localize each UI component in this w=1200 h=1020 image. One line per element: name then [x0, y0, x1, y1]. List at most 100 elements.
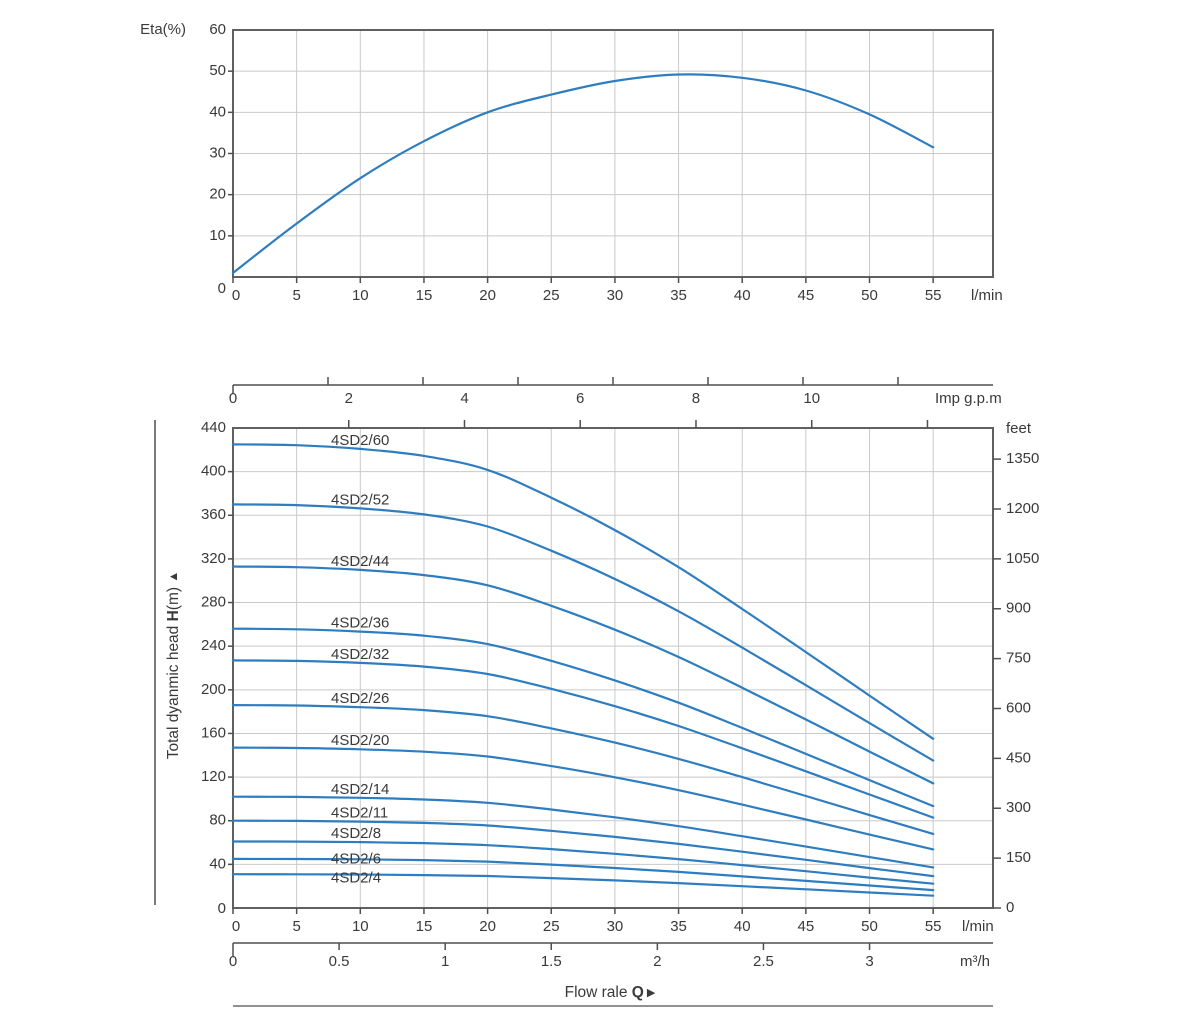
x-tick-label: 20: [479, 287, 496, 304]
m3h-tick-label: 1: [441, 953, 449, 970]
x-tick-label: 40: [734, 287, 751, 304]
lmin-tick-label: 50: [861, 918, 878, 935]
meters-tick-label: 0: [218, 900, 226, 917]
x-tick-label: 35: [670, 287, 687, 304]
eta-axis-title: Eta(%): [140, 21, 186, 38]
eta-curve: [231, 73, 935, 274]
curve-label-4SD2-6: 4SD2/6: [331, 850, 381, 867]
eta-grid: [234, 31, 992, 276]
feet-tick-label: 600: [1006, 699, 1031, 716]
y-tick-label: 20: [209, 186, 226, 203]
x-tick-label: 25: [543, 287, 560, 304]
lmin-axis-unit-label: l/min: [962, 918, 994, 935]
meters-tick-label: 80: [209, 812, 226, 829]
lmin-tick-label: 35: [670, 918, 687, 935]
feet-tick-label: 1050: [1006, 550, 1039, 567]
y-tick-label: 50: [209, 62, 226, 79]
y-tick-label: 40: [209, 103, 226, 120]
gpm-axis-unit-label: Imp g.p.m: [935, 390, 1002, 407]
head-grid: [234, 429, 992, 907]
gpm-tick-label: 2: [345, 390, 353, 407]
lmin-tick-label: 15: [416, 918, 433, 935]
head-plot-border: [232, 427, 994, 909]
feet-tick-label: 750: [1006, 650, 1031, 667]
feet-tick-label: 1350: [1006, 450, 1039, 467]
m3h-tick-label: 3: [865, 953, 873, 970]
meters-tick-label: 280: [201, 594, 226, 611]
x-tick-label: 15: [416, 287, 433, 304]
curve-4SD2-11: [231, 819, 935, 878]
lmin-tick-label: 10: [352, 918, 369, 935]
head-curves: 4SD2/60 4SD2/52 4SD2/44 4SD2/36 4SD2/32 4SD2/…: [231, 432, 935, 897]
curve-4SD2-20: [231, 746, 935, 851]
curve-4SD2-4: [231, 873, 935, 897]
m3h-axis: 0 0.5 1 1.5 2 2.5 3 m³/h: [229, 942, 993, 970]
y-tick-label: 30: [209, 144, 226, 161]
lmin-tick-label: 20: [479, 918, 496, 935]
curve-label-4SD2-52: 4SD2/52: [331, 491, 389, 508]
lmin-tick-label: 30: [607, 918, 624, 935]
meters-tick-label: 320: [201, 550, 226, 567]
flow-rate-axis-title: Flow rale Q ▶: [565, 984, 656, 1001]
x-axis-unit-label: l/min: [971, 287, 1003, 304]
gpm-tick-label: 10: [803, 390, 820, 407]
feet-axis-unit-label: feet: [1006, 420, 1032, 437]
curve-4SD2-8: [231, 840, 935, 885]
x-tick-label: 50: [861, 287, 878, 304]
y-tick-label: 0: [218, 280, 226, 297]
x-tick-label: 45: [798, 287, 815, 304]
curve-4SD2-36: [231, 627, 935, 808]
m3h-tick-label: 0: [229, 953, 237, 970]
curve-4SD2-52: [231, 503, 935, 762]
meters-tick-label: 440: [201, 419, 226, 436]
curve-4SD2-26: [231, 704, 935, 835]
lmin-tick-label: 40: [734, 918, 751, 935]
curve-4SD2-32: [231, 659, 935, 819]
feet-tick-label: 450: [1006, 749, 1031, 766]
curve-label-4SD2-14: 4SD2/14: [331, 781, 389, 798]
curve-label-4SD2-11: 4SD2/11: [331, 805, 388, 822]
curve-label-4SD2-4: 4SD2/4: [331, 869, 381, 886]
lmin-tick-label: 0: [232, 918, 240, 935]
curve-label-4SD2-26: 4SD2/26: [331, 690, 389, 707]
x-tick-label: 5: [292, 287, 300, 304]
feet-axis: 0 150 300 450 600 750 900 1050 1200 1350 feet: [993, 420, 1039, 916]
curve-4SD2-6: [231, 857, 935, 892]
curve-4SD2-44: [231, 565, 935, 785]
lmin-tick-label: 25: [543, 918, 560, 935]
meters-tick-label: 120: [201, 768, 226, 785]
eta-chart: 0 5 10 15 20 25 30 35 40 45 50 55 0 10 20 30 40 50 60 l/min…: [140, 21, 1003, 304]
feet-tick-label: 0: [1006, 899, 1014, 916]
curve-label-4SD2-44: 4SD2/44: [331, 553, 389, 570]
lmin-tick-label: 45: [798, 918, 815, 935]
meters-tick-label: 240: [201, 637, 226, 654]
gpm-tick-label: 8: [692, 390, 700, 407]
m3h-tick-label: 0.5: [329, 953, 350, 970]
y-tick-label: 10: [209, 227, 226, 244]
meters-tick-label: 360: [201, 506, 226, 523]
x-tick-label: 0: [232, 287, 240, 304]
feet-tick-label: 300: [1006, 799, 1031, 816]
x-tick-label: 30: [607, 287, 624, 304]
gpm-axis: 0 2 4 6 8 10 Imp g.p.m: [229, 377, 1002, 407]
gpm-tick-label: 4: [460, 390, 468, 407]
head-chart: 0 2 4 6 8 10 Imp g.p.m040801201602002402803203…: [154, 377, 1039, 1007]
gpm-tick-label: 0: [229, 390, 237, 407]
lmin-tick-label: 5: [292, 918, 300, 935]
feet-tick-label: 900: [1006, 600, 1031, 617]
gpm-tick-label: 6: [576, 390, 584, 407]
x-tick-label: 55: [925, 287, 942, 304]
m3h-tick-label: 2.5: [753, 953, 774, 970]
curve-4SD2-60: [231, 443, 935, 740]
meters-tick-label: 200: [201, 681, 226, 698]
curve-label-4SD2-60: 4SD2/60: [331, 432, 389, 449]
lmin-tick-label: 55: [925, 918, 942, 935]
m3h-tick-label: 1.5: [541, 953, 562, 970]
head-axis-title: Total dyanmic head H(m) ▲: [165, 571, 182, 760]
meters-tick-label: 160: [201, 724, 226, 741]
curve-4SD2-14: [231, 795, 935, 869]
m3h-axis-unit-label: m³/h: [960, 953, 990, 970]
meters-tick-label: 40: [209, 855, 226, 872]
